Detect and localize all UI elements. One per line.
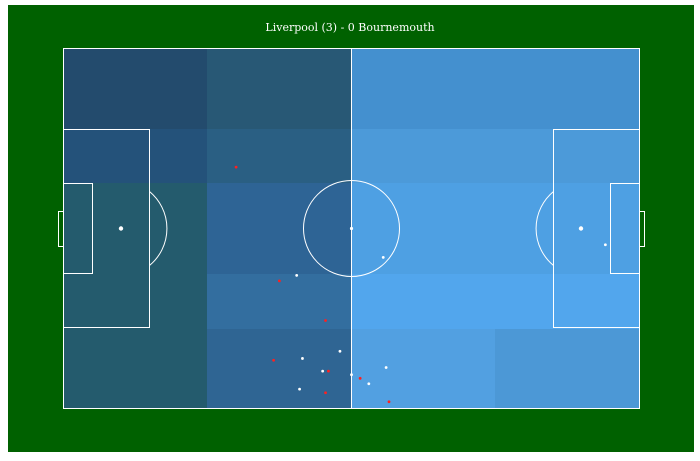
center-circle: [303, 180, 400, 277]
zone-cell: [63, 48, 207, 129]
left-goal: [58, 211, 64, 247]
zone-cell: [495, 274, 640, 329]
zone-cell: [207, 129, 351, 183]
center-spot: [349, 226, 354, 231]
right-penalty-arc: [535, 191, 554, 266]
pitch-spots: [118, 226, 584, 231]
zone-cell: [63, 129, 207, 183]
home-event-marker: [272, 358, 276, 362]
home-event-marker: [234, 165, 238, 169]
zone-cell: [351, 183, 495, 274]
away-event-marker: [381, 255, 385, 259]
home-event-marker: [358, 376, 362, 380]
away-event-marker: [350, 373, 353, 377]
zone-cell: [207, 48, 351, 129]
zone-cell: [207, 183, 351, 274]
home-event-marker: [387, 400, 391, 404]
zone-cell: [495, 183, 640, 274]
pitch-markings: [58, 48, 645, 409]
zone-cell: [495, 329, 640, 409]
zone-cell: [495, 48, 640, 129]
zone-cell: [351, 274, 495, 329]
right-penalty-spot: [578, 226, 584, 231]
zone-cell: [63, 274, 207, 329]
home-event-marker: [277, 279, 281, 283]
away-event-marker: [298, 387, 301, 391]
away-event-marker: [338, 349, 342, 353]
zone-heatmap: [63, 48, 640, 409]
zone-cell: [351, 48, 495, 129]
away-event-marker: [295, 274, 299, 277]
home-event-marker: [327, 369, 330, 373]
right-goal: [639, 211, 645, 247]
away-event-marker: [603, 243, 607, 247]
zone-cell: [63, 329, 207, 409]
zone-cell: [351, 129, 495, 183]
zone-cell: [63, 183, 207, 274]
event-markers: [234, 165, 607, 404]
zone-cell: [207, 274, 351, 329]
away-event-marker: [384, 366, 388, 369]
zone-cell: [351, 329, 495, 409]
zone-cell: [207, 329, 351, 409]
away-event-marker: [367, 382, 371, 386]
zone-cell: [495, 129, 640, 183]
left-penalty-arc: [149, 191, 168, 266]
away-event-marker: [301, 357, 304, 360]
home-event-marker: [324, 391, 327, 395]
match-title: Liverpool (3) - 0 Bournemouth: [265, 21, 435, 34]
left-penalty-spot: [118, 226, 124, 231]
away-event-marker: [321, 369, 325, 373]
home-event-marker: [324, 319, 327, 322]
